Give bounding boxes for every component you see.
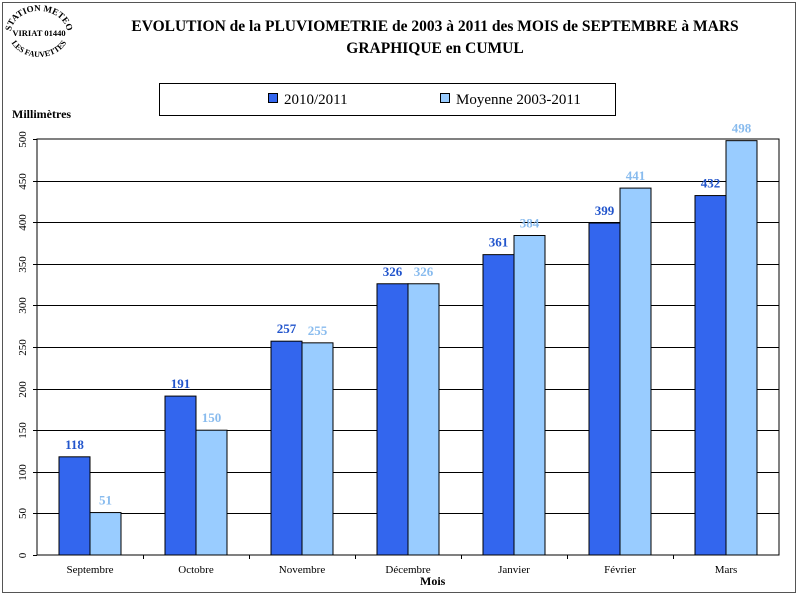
legend-item-series-1: 2010/2011 — [268, 91, 348, 109]
bar-janvier-series-2 — [513, 235, 546, 556]
legend-swatch-series-1 — [268, 93, 278, 103]
stamp-middle-text: VIRIAT 01440 — [12, 28, 65, 38]
chart-title: EVOLUTION de la PLUVIOMETRIE de 2003 à 2… — [131, 18, 739, 35]
x-tick-label: Septembre — [66, 564, 113, 576]
data-label-mars-series-1: 432 — [701, 176, 721, 191]
y-tick-label: 50 — [17, 508, 29, 520]
bar-septembre-series-2 — [89, 512, 122, 556]
data-label-octobre-series-2: 150 — [202, 410, 222, 425]
data-label-novembre-series-1: 257 — [277, 321, 297, 336]
x-tick-label: Janvier — [498, 564, 530, 576]
x-tick-label: Décembre — [385, 564, 430, 576]
data-label-octobre-series-1: 191 — [171, 376, 191, 391]
data-label-janvier-series-1: 361 — [489, 235, 509, 250]
bar-mars-series-1 — [694, 195, 727, 556]
legend-item-series-2: Moyenne 2003-2011 — [440, 91, 581, 109]
bar-octobre-series-1 — [164, 395, 197, 556]
chart-title-block: EVOLUTION de la PLUVIOMETRIE de 2003 à 2… — [80, 16, 790, 60]
data-label-décembre-series-1: 326 — [383, 264, 403, 279]
y-tick-label: 350 — [17, 256, 29, 273]
bar-mars-series-2 — [725, 140, 758, 556]
data-label-décembre-series-2: 326 — [414, 264, 434, 279]
bar-janvier-series-1 — [482, 254, 515, 556]
y-tick-label: 500 — [17, 131, 29, 148]
y-tick-label: 200 — [17, 381, 29, 398]
bar-décembre-series-2 — [407, 283, 440, 556]
bar-février-series-1 — [588, 222, 621, 556]
data-label-septembre-series-2: 51 — [99, 493, 112, 508]
data-label-janvier-series-2: 384 — [520, 216, 540, 231]
bar-novembre-series-1 — [270, 340, 303, 556]
x-tick-label: Mars — [715, 564, 738, 576]
chart-legend: 2010/2011 Moyenne 2003-2011 — [159, 83, 616, 116]
bar-février-series-2 — [619, 187, 652, 556]
station-stamp: STATION METEO VIRIAT 01440 LES FAUVETTES — [3, 3, 75, 59]
bar-septembre-series-1 — [58, 456, 91, 556]
legend-swatch-series-2 — [440, 93, 450, 103]
data-label-février-series-2: 441 — [626, 168, 646, 183]
x-tick-label: Octobre — [178, 564, 214, 576]
bar-octobre-series-2 — [195, 429, 228, 556]
legend-label-series-2: Moyenne 2003-2011 — [456, 92, 581, 108]
x-tick-label: Février — [604, 564, 636, 576]
y-tick-label: 450 — [17, 173, 29, 190]
bar-décembre-series-1 — [376, 283, 409, 556]
y-tick-label: 100 — [17, 464, 29, 481]
data-label-mars-series-2: 498 — [732, 121, 752, 136]
data-label-novembre-series-2: 255 — [308, 323, 328, 338]
data-label-février-series-1: 399 — [595, 203, 615, 218]
x-tick-label: Novembre — [279, 564, 326, 576]
legend-label-series-1: 2010/2011 — [284, 92, 348, 108]
y-tick-label: 0 — [17, 552, 29, 558]
data-label-septembre-series-1: 118 — [65, 437, 84, 452]
x-axis-label: Mois — [420, 574, 446, 588]
y-axis-label: Millimètres — [12, 107, 72, 121]
y-tick-label: 400 — [17, 214, 29, 231]
y-tick-label: 250 — [17, 339, 29, 356]
bar-novembre-series-2 — [301, 342, 334, 556]
y-tick-label: 300 — [17, 297, 29, 314]
y-tick-label: 150 — [17, 422, 29, 439]
chart-subtitle: GRAPHIQUE en CUMUL — [346, 40, 524, 57]
